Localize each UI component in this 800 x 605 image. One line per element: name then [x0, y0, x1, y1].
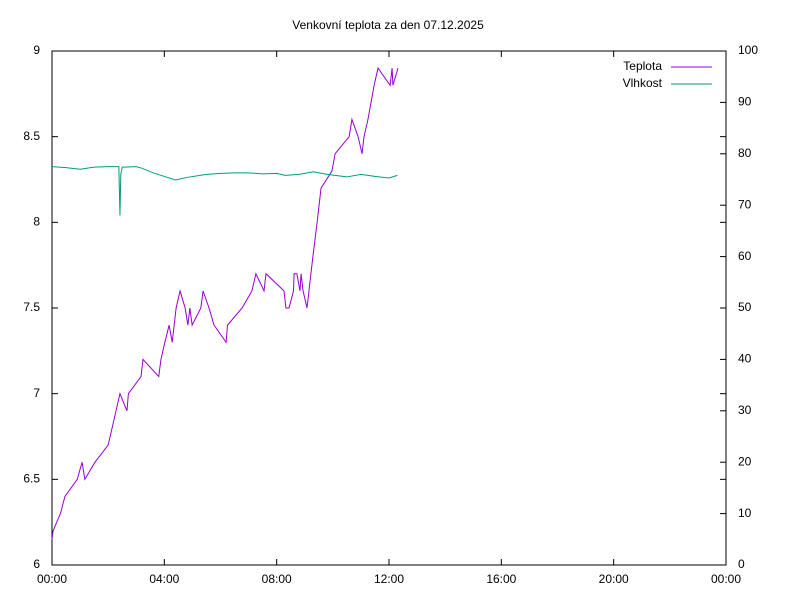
y2-tick-label: 10 [738, 506, 752, 520]
y-tick-label: 7.5 [23, 300, 40, 314]
y2-tick-label: 20 [738, 454, 752, 468]
x-tick-label: 00:00 [711, 572, 741, 586]
x-tick-label: 16:00 [486, 572, 516, 586]
y2-tick-label: 60 [738, 249, 752, 263]
y2-tick-label: 30 [738, 403, 752, 417]
x-tick-label: 04:00 [149, 572, 179, 586]
legend-label: Teplota [623, 59, 662, 73]
y2-tick-label: 0 [738, 557, 745, 571]
y-tick-label: 8.5 [23, 129, 40, 143]
y-tick-label: 6 [33, 557, 40, 571]
y-tick-label: 8 [33, 215, 40, 229]
y2-tick-label: 40 [738, 352, 752, 366]
y2-tick-label: 50 [738, 300, 752, 314]
x-tick-label: 08:00 [262, 572, 292, 586]
x-tick-label: 12:00 [374, 572, 404, 586]
y2-tick-label: 100 [738, 43, 758, 57]
y-tick-label: 9 [33, 43, 40, 57]
x-tick-label: 00:00 [37, 572, 67, 586]
legend-label: Vlhkost [623, 76, 663, 90]
chart-title: Venkovní teplota za den 07.12.2025 [292, 18, 484, 32]
y-tick-label: 6.5 [23, 472, 40, 486]
data-line [51, 66, 399, 540]
y2-tick-label: 90 [738, 95, 752, 109]
x-tick-label: 20:00 [599, 572, 629, 586]
y-tick-label: 7 [33, 386, 40, 400]
y2-tick-label: 80 [738, 146, 752, 160]
y2-tick-label: 70 [738, 197, 752, 211]
data-line [51, 166, 398, 216]
